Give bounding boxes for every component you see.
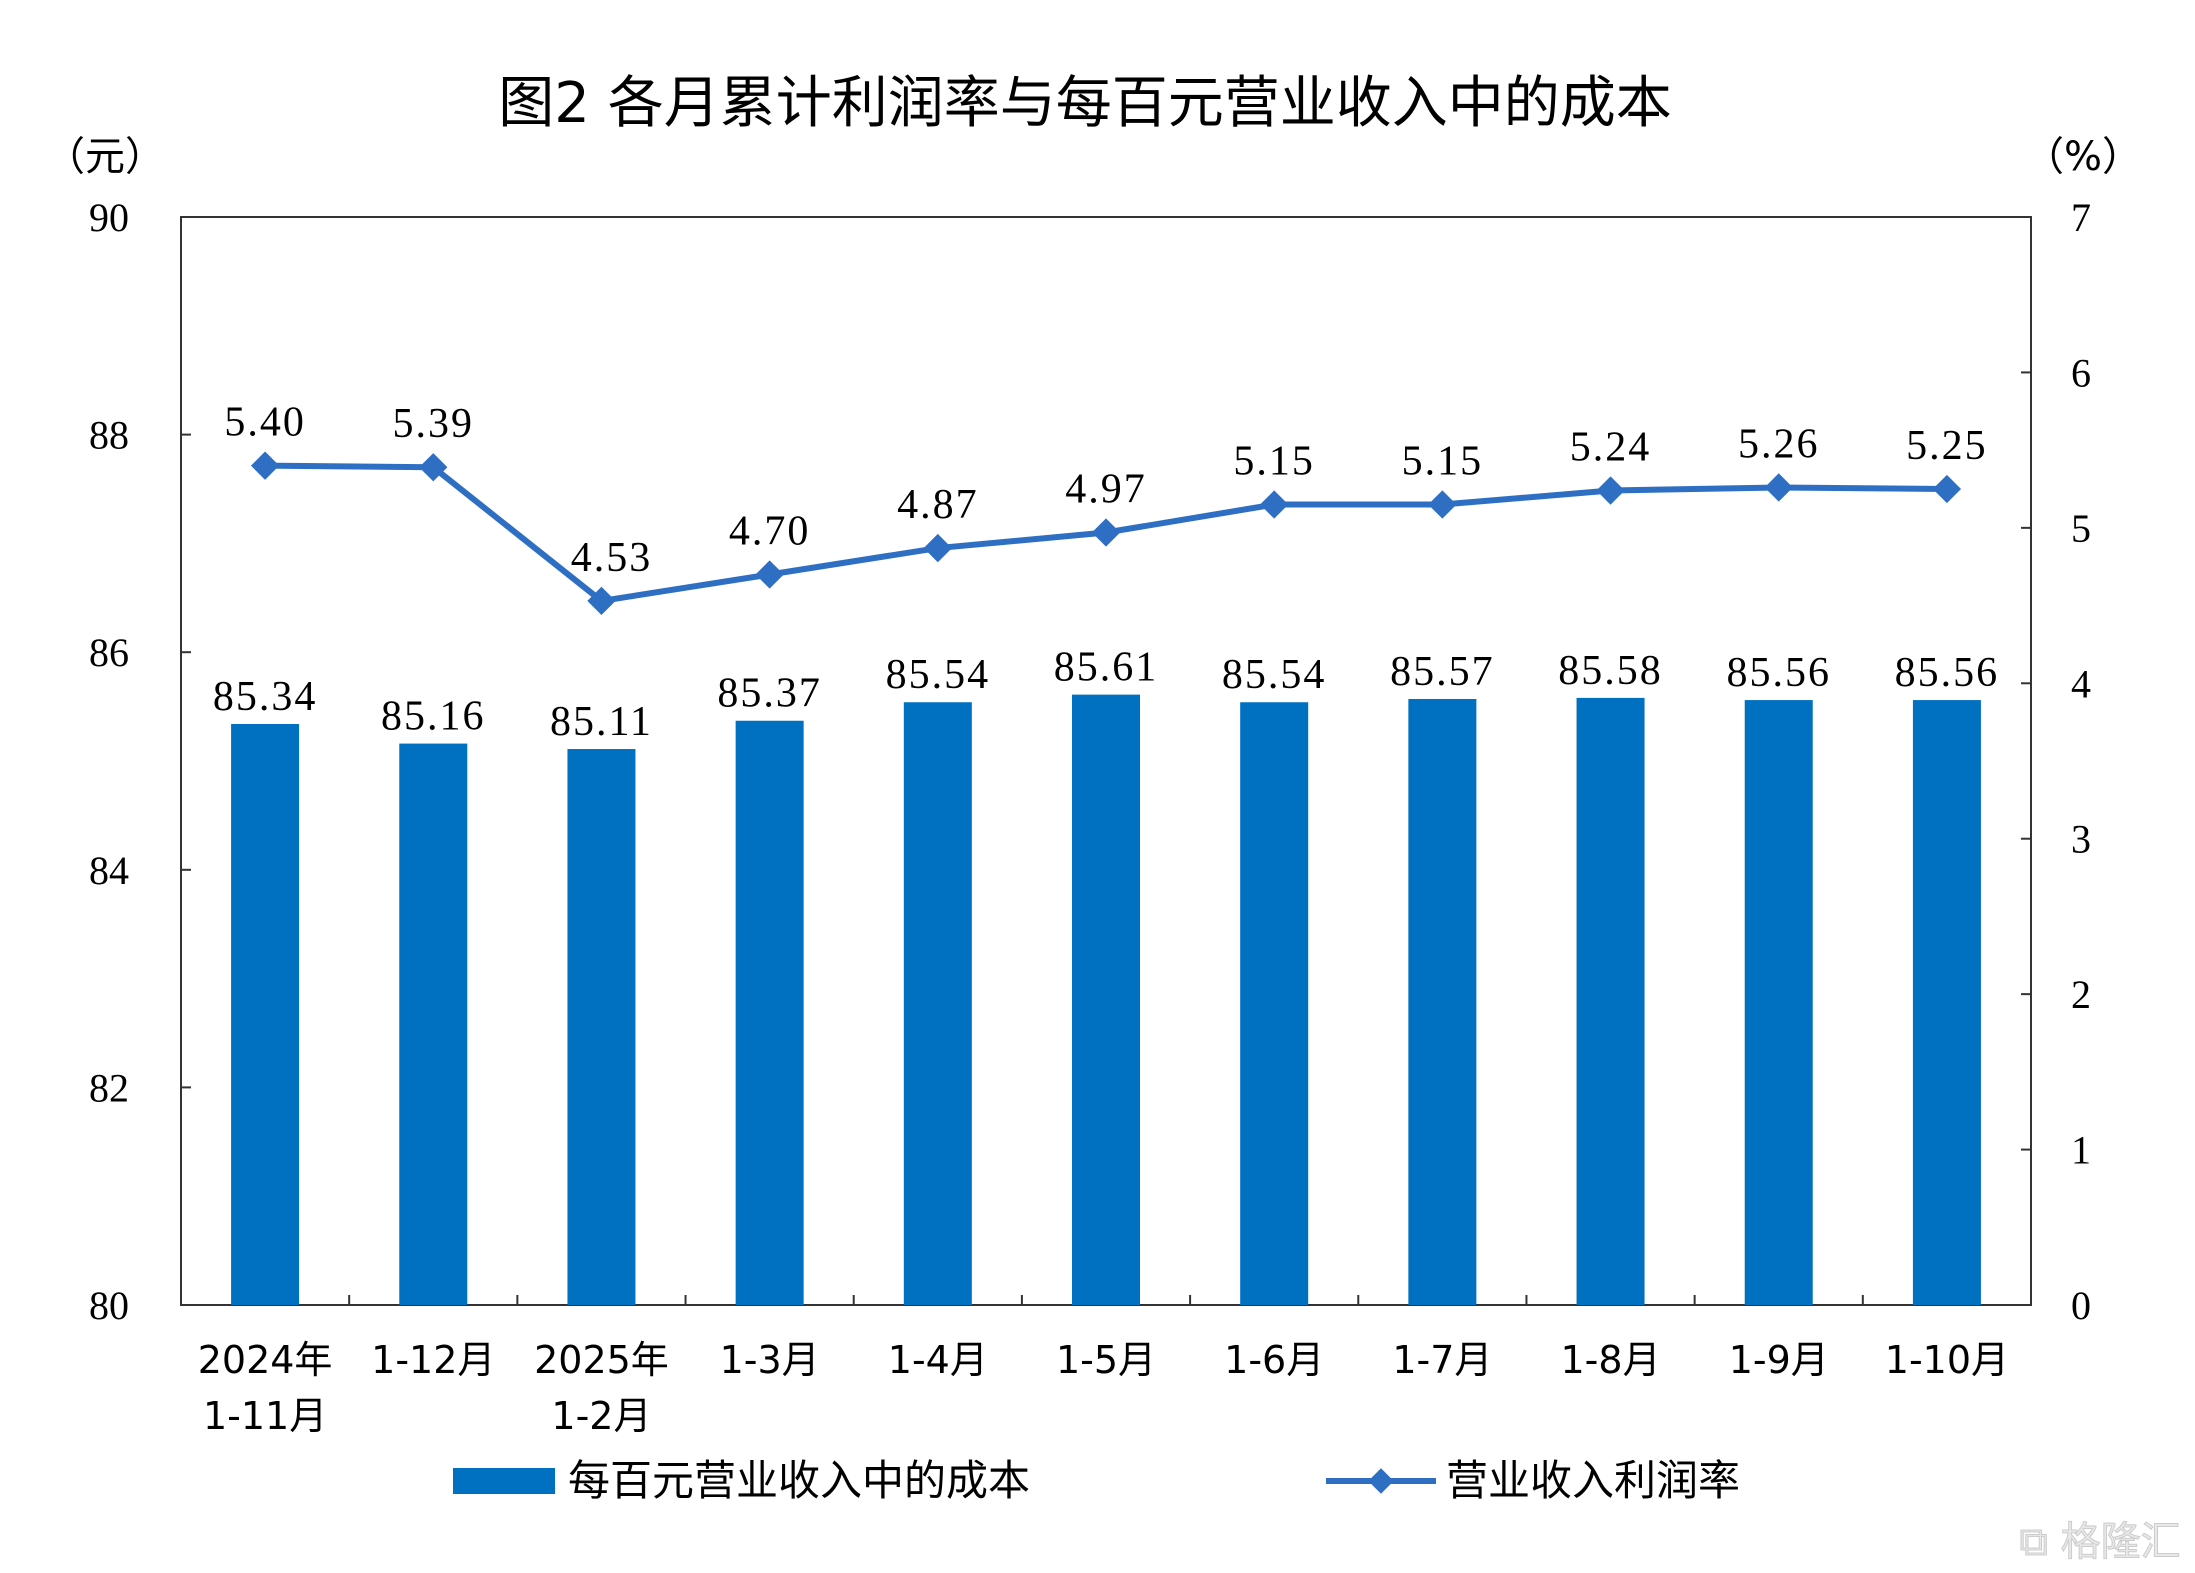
line-data-label: 5.24: [1570, 425, 1652, 471]
right-tick-label: 0: [2071, 1283, 2091, 1328]
x-tick-label: 1-3月: [720, 1338, 820, 1382]
left-axis-unit: （元）: [45, 134, 165, 180]
chart-title: 图2 各月累计利润率与每百元营业收入中的成本: [498, 71, 1671, 136]
bar-data-label: 85.58: [1558, 648, 1663, 694]
legend-bar-label: 每百元营业收入中的成本: [568, 1456, 1030, 1505]
line-point: [1428, 490, 1457, 519]
line-data-label: 4.70: [729, 508, 811, 554]
right-tick-label: 7: [2071, 195, 2091, 240]
x-tick-label: 1-4月: [888, 1338, 988, 1382]
legend-bar-swatch: [453, 1468, 555, 1494]
line-point: [1091, 518, 1121, 547]
line-data-label: 5.26: [1738, 421, 1820, 467]
left-tick-label: 86: [89, 630, 129, 675]
legend: 每百元营业收入中的成本 营业收入利润率: [453, 1456, 1740, 1505]
left-tick-label: 88: [89, 413, 129, 458]
line-point: [923, 533, 952, 563]
line-point: [1764, 473, 1793, 502]
bar-data-label: 85.37: [717, 671, 822, 717]
x-tick-label: 1-12月: [371, 1338, 495, 1382]
bar: [1408, 698, 1477, 1305]
x-tick-label: 1-2月: [551, 1394, 651, 1438]
bar-data-label: 85.54: [1222, 652, 1327, 698]
bar: [735, 720, 804, 1305]
left-tick-label: 90: [89, 195, 129, 240]
left-tick-label: 82: [89, 1065, 129, 1110]
line-data-label: 5.15: [1233, 439, 1315, 485]
bar-data-label: 85.34: [213, 674, 318, 720]
right-axis-unit: （%）: [2024, 134, 2142, 180]
bar-data-label: 85.16: [381, 694, 486, 740]
left-tick-label: 84: [89, 848, 129, 893]
right-tick-label: 5: [2071, 506, 2091, 551]
line-data-label: 4.53: [571, 535, 653, 581]
legend-line-marker: [1368, 1468, 1394, 1494]
line-point: [250, 451, 280, 480]
bar: [231, 724, 300, 1305]
bar-data-label: 85.54: [886, 652, 991, 698]
right-tick-label: 6: [2071, 350, 2091, 395]
x-tick-label: 2025年: [534, 1338, 669, 1382]
x-tick-label: 1-11月: [203, 1394, 327, 1438]
legend-line-label: 营业收入利润率: [1446, 1456, 1740, 1505]
line-data-label: 4.87: [897, 482, 979, 528]
bar: [1240, 702, 1309, 1305]
bar: [1744, 700, 1813, 1305]
x-tick-label: 2024年: [198, 1338, 333, 1382]
bar-data-label: 85.56: [1895, 650, 2000, 696]
line-point: [1932, 474, 1962, 504]
bar-data-label: 85.11: [550, 699, 653, 745]
bar-data-label: 85.57: [1390, 649, 1495, 695]
x-tick-label: 1-7月: [1392, 1338, 1492, 1382]
line-point: [419, 453, 448, 482]
right-tick-label: 3: [2071, 817, 2091, 862]
left-tick-label: 80: [89, 1283, 129, 1328]
watermark: ⧉ 格隆汇: [2019, 1519, 2180, 1565]
line-data-label: 5.40: [224, 400, 306, 446]
x-tick-label: 1-6月: [1224, 1338, 1324, 1382]
line-point: [1596, 476, 1625, 505]
bar-data-label: 85.61: [1054, 645, 1159, 691]
line-data-label: 5.15: [1402, 439, 1484, 485]
x-tick-label: 1-10月: [1885, 1338, 2009, 1382]
bar: [903, 702, 972, 1305]
bar: [567, 749, 636, 1305]
x-tick-label: 1-5月: [1056, 1338, 1156, 1382]
line-point: [587, 586, 616, 616]
bar: [1072, 694, 1140, 1305]
bar: [1576, 697, 1645, 1305]
x-tick-label: 1-9月: [1729, 1338, 1829, 1382]
right-tick-label: 4: [2071, 661, 2091, 706]
line-point: [755, 560, 784, 589]
x-tick-label: 1-8月: [1561, 1338, 1661, 1382]
bar: [1912, 700, 1981, 1305]
line-point: [1260, 490, 1289, 519]
line-data-label: 5.25: [1906, 423, 1988, 469]
bar: [399, 743, 468, 1305]
right-tick-label: 2: [2071, 972, 2091, 1017]
line-data-label: 4.97: [1065, 467, 1147, 513]
bar-data-label: 85.56: [1726, 650, 1831, 696]
line-data-label: 5.39: [393, 401, 475, 447]
right-tick-label: 1: [2071, 1128, 2091, 1173]
